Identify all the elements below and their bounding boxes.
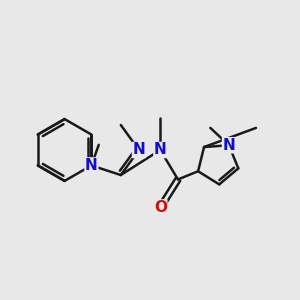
Text: N: N — [154, 142, 167, 158]
Text: N: N — [85, 158, 98, 173]
Text: N: N — [133, 142, 145, 158]
Text: N: N — [223, 138, 235, 153]
Text: O: O — [154, 200, 167, 215]
